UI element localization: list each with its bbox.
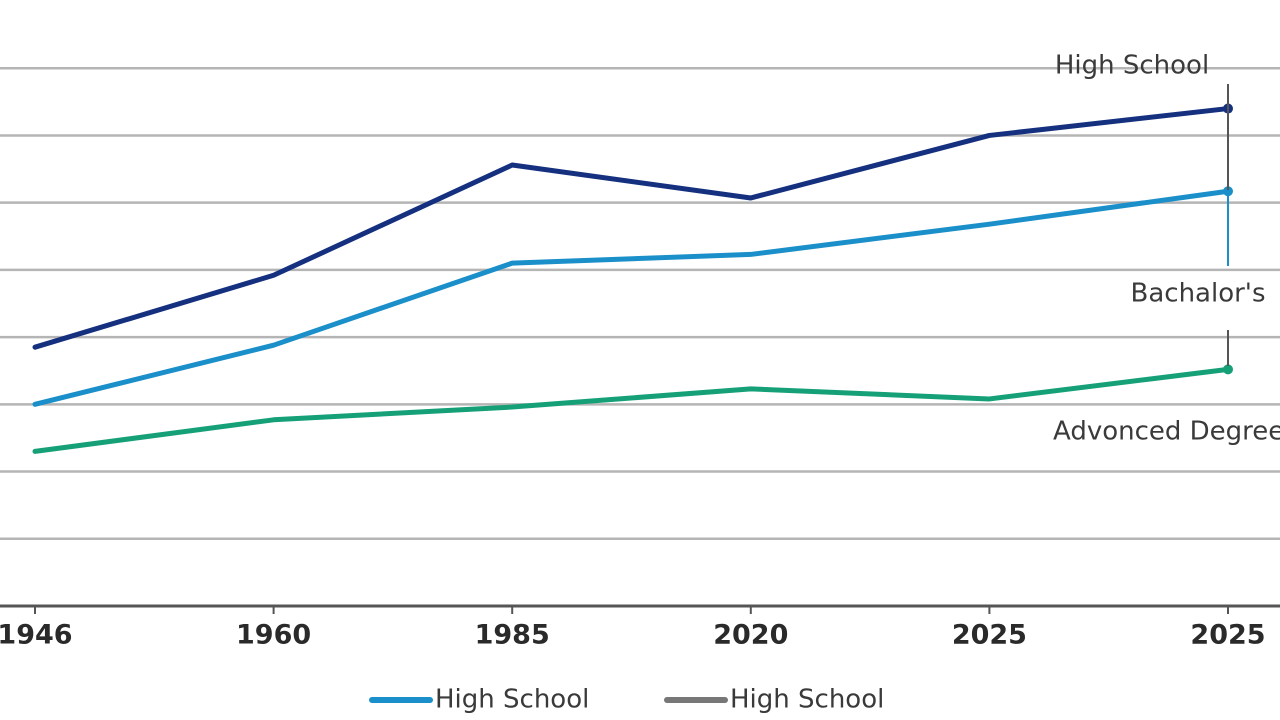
series-line (32, 188, 1231, 407)
legend-label: High School (730, 685, 884, 715)
series-line (32, 106, 1231, 350)
series-line (32, 366, 1231, 454)
legend-label: High School (435, 685, 589, 715)
annotation: High School (1055, 51, 1209, 81)
plot: 1946 1960 1985 2020 2025 2025 High School High … (0, 66, 1280, 715)
x-tick-label: 2025 (952, 620, 1027, 651)
x-tick-label: 1946 (0, 620, 73, 651)
x-tick-label: 1985 (475, 620, 550, 651)
end-point (1223, 364, 1233, 375)
annotation: Advonced Degree (1053, 417, 1280, 447)
end-point (1223, 186, 1233, 197)
x-tick-label: 1960 (236, 620, 311, 651)
annotation: Bachalor's (1131, 279, 1266, 309)
x-tick-label: 2020 (713, 620, 788, 651)
x-tick-label: 2025 (1190, 620, 1265, 651)
